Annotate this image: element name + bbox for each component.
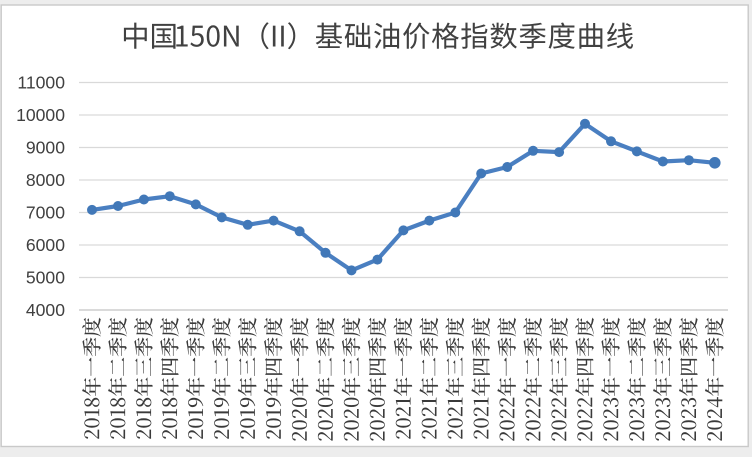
svg-text:9000: 9000 xyxy=(26,138,65,158)
svg-text:8000: 8000 xyxy=(26,170,65,190)
svg-text:5000: 5000 xyxy=(26,268,65,288)
svg-text:6000: 6000 xyxy=(26,235,65,255)
svg-text:7000: 7000 xyxy=(26,203,65,223)
svg-text:4000: 4000 xyxy=(26,300,65,320)
svg-text:11000: 11000 xyxy=(17,73,65,93)
svg-text:10000: 10000 xyxy=(16,105,65,125)
